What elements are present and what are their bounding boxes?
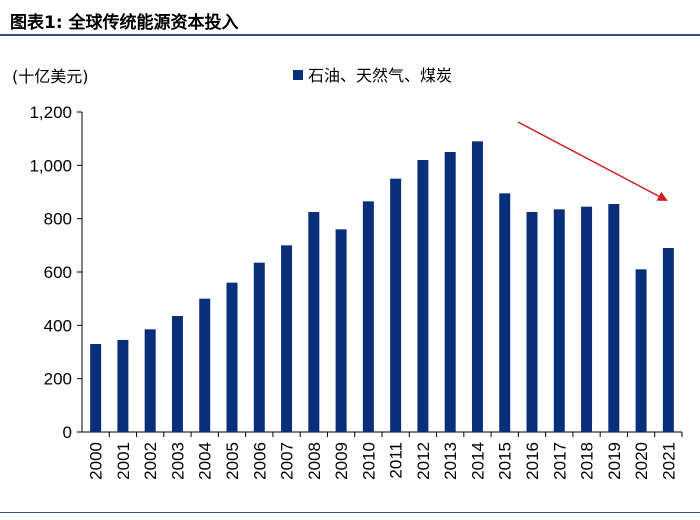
y-tick-label: 800 [44,210,72,229]
bar [308,212,320,432]
bar [608,204,620,432]
bar [117,340,129,432]
bar [635,269,647,432]
x-tick-label: 2011 [387,442,406,479]
bar [281,245,293,432]
legend-label: 石油、天然气、煤炭 [308,66,452,85]
y-tick-label: 1,200 [29,103,72,122]
bar [417,160,429,432]
bar [499,193,511,432]
title-rule [0,34,700,36]
bar [526,212,538,432]
bar [471,141,483,433]
x-tick-label: 2007 [278,442,297,480]
y-tick-labels: 0 200 400 600 800 1,000 1,200 [29,103,72,442]
trend-arrow [517,121,668,201]
x-tick-label: 2004 [196,442,215,480]
bar [253,262,265,432]
x-tick-label: 2002 [141,442,160,480]
x-tick-label: 2021 [659,442,678,480]
title-bar: 图表1: 全球传统能源资本投入 [0,0,700,36]
y-tick-label: 0 [63,423,72,442]
bar [335,229,347,432]
page-title: 图表1: 全球传统能源资本投入 [10,13,239,33]
bar [444,152,456,432]
x-tick-label: 2009 [332,442,351,480]
x-tick-label: 2006 [250,442,269,480]
legend: 石油、天然气、煤炭 [293,66,452,85]
bar [90,344,102,432]
x-tick-label: 2012 [414,442,433,480]
bar [226,282,238,432]
bar [144,329,156,432]
bars [90,141,674,433]
x-tick-label: 2000 [87,442,106,480]
x-tick-label: 2014 [468,442,487,480]
x-tick-label: 2019 [605,442,624,480]
y-tick-label: 400 [44,316,72,335]
x-tick-label: 2020 [632,442,651,480]
legend-swatch [293,70,303,80]
x-tick-label: 2013 [441,442,460,480]
x-tick-label: 2017 [550,442,569,480]
x-tick-label: 2008 [305,442,324,480]
x-tick-label: 2003 [168,442,187,480]
y-tick-label: 200 [44,370,72,389]
x-tick-label: 2005 [223,442,242,480]
bar [171,316,183,432]
y-tick-label: 1,000 [29,156,72,175]
bar [362,201,374,432]
x-tick-labels: 2000 2001 2002 2003 2004 2005 2006 2007 2008 2009… [87,442,679,480]
x-tick-label: 2001 [114,442,133,480]
x-tick-label: 2018 [578,442,597,480]
bar [390,178,402,432]
bottom-rule [0,512,700,513]
y-unit-label: (十亿美元) [12,67,89,86]
bar [662,248,674,432]
bar [199,298,211,432]
bar [553,209,565,432]
x-tick-label: 2016 [523,442,542,480]
x-tick-label: 2015 [496,442,515,480]
x-tick-label: 2010 [359,442,378,480]
bar [581,206,593,432]
y-tick-label: 600 [44,263,72,282]
